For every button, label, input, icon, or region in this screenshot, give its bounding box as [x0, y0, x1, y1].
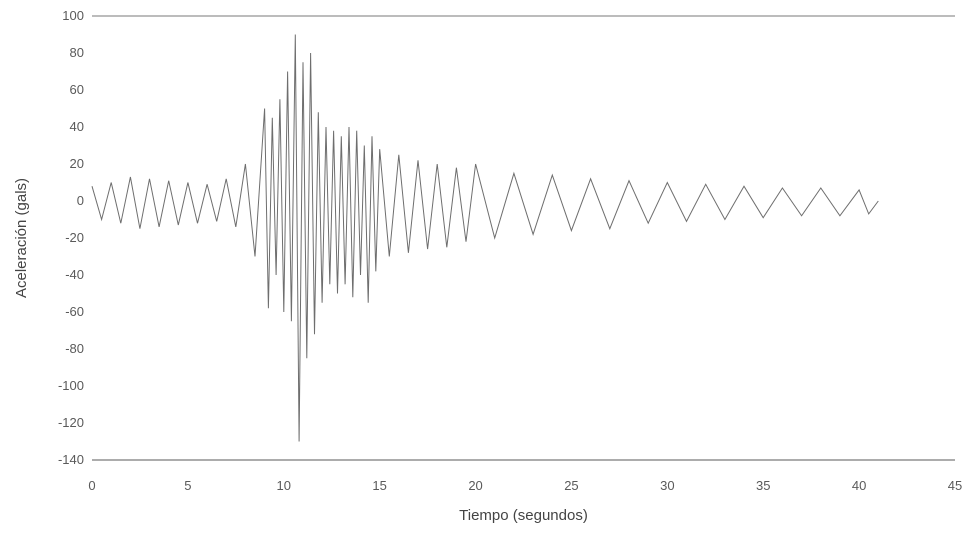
y-tick-label: 100	[62, 8, 84, 23]
y-tick-label: 0	[77, 193, 84, 208]
series-line	[91, 34, 879, 442]
plot-area	[92, 16, 955, 460]
x-tick-label: 35	[756, 478, 770, 493]
x-axis-title: Tiempo (segundos)	[459, 507, 588, 524]
x-tick-label: 0	[88, 478, 95, 493]
y-tick-label: 20	[70, 156, 84, 171]
x-tick-label: 25	[564, 478, 578, 493]
y-tick-label: -140	[58, 452, 84, 467]
x-tick-label: 40	[852, 478, 866, 493]
y-tick-label: -20	[65, 230, 84, 245]
y-tick-label: -40	[65, 267, 84, 282]
x-tick-label: 30	[660, 478, 674, 493]
series-group	[91, 34, 879, 442]
y-tick-label: 40	[70, 119, 84, 134]
x-tick-label: 45	[948, 478, 962, 493]
y-tick-label: 80	[70, 45, 84, 60]
x-tick-label: 15	[372, 478, 386, 493]
x-tick-label: 20	[468, 478, 482, 493]
y-axis-title: Aceleración (gals)	[13, 178, 30, 298]
y-tick-label: -60	[65, 304, 84, 319]
x-tick-label: 5	[184, 478, 191, 493]
y-tick-label: -100	[58, 378, 84, 393]
y-tick-label: -120	[58, 415, 84, 430]
x-ticks: 0 5 10 15 20 25 30 35 40 45	[88, 478, 962, 493]
x-tick-label: 10	[277, 478, 291, 493]
y-tick-label: -80	[65, 341, 84, 356]
y-ticks: 100 80 60 40 20 0 -20 -40 -60 -80 -100 -120 -140	[58, 8, 84, 467]
y-tick-label: 60	[70, 82, 84, 97]
